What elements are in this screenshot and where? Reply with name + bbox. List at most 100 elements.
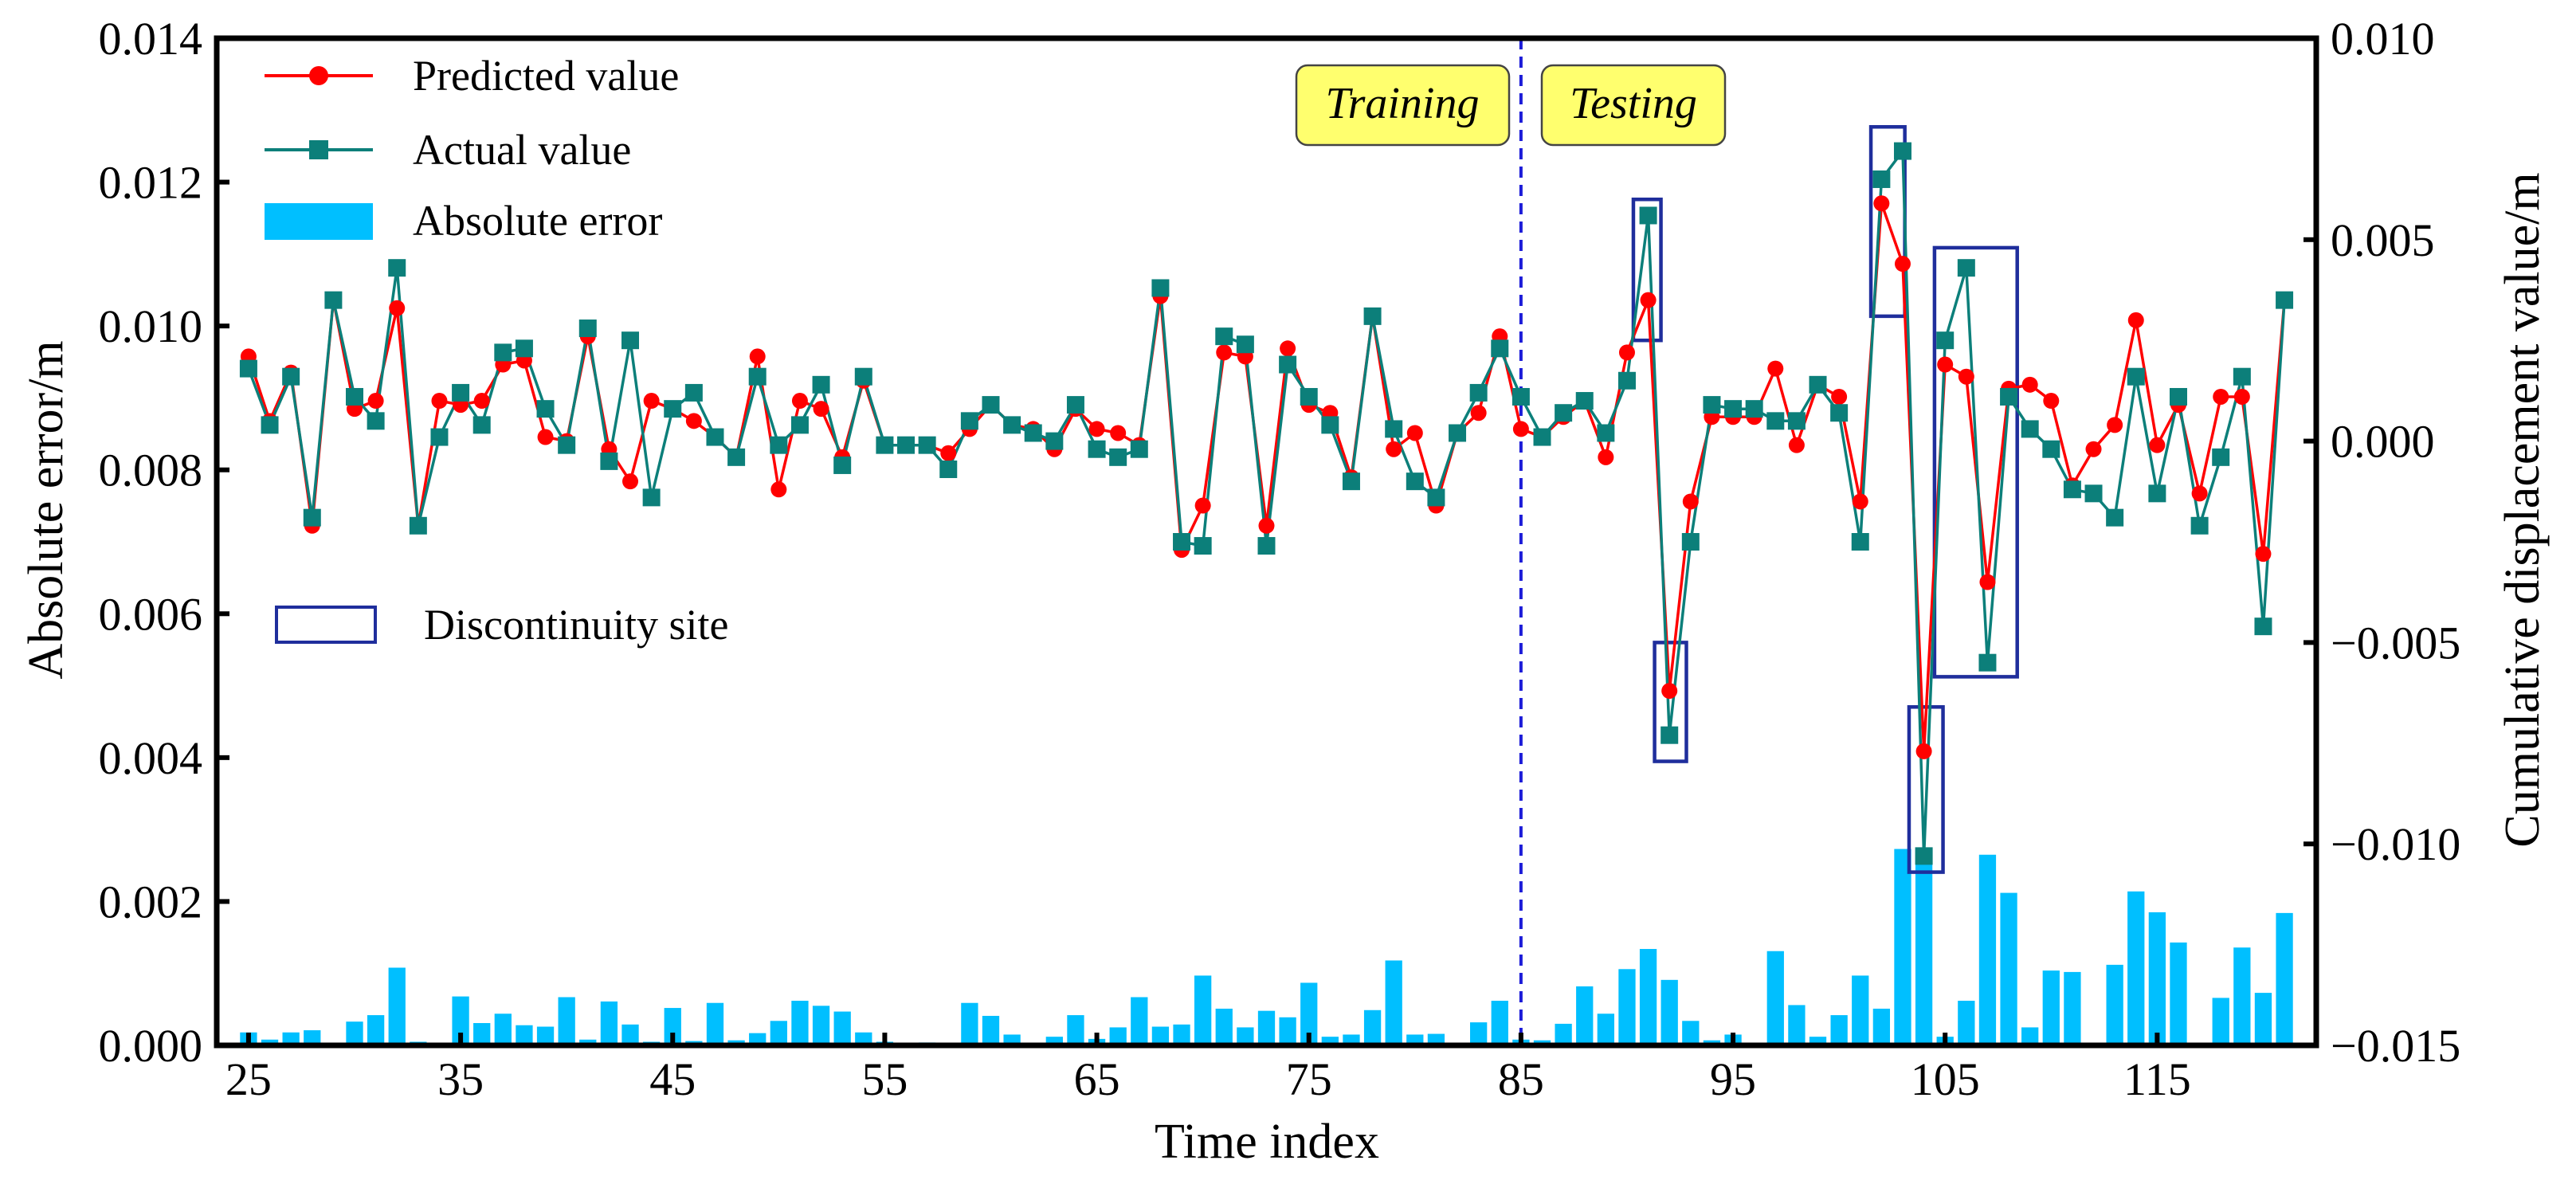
- error-bar: [536, 1026, 555, 1045]
- discontinuity-box: [1653, 641, 1688, 763]
- error-bar: [1894, 849, 1911, 1045]
- actual-point: [600, 452, 618, 470]
- predicted-markers: [240, 195, 2293, 759]
- error-bar: [1809, 1037, 1827, 1045]
- actual-point: [324, 291, 343, 309]
- actual-point: [1936, 331, 1955, 350]
- error-bar: [388, 967, 406, 1045]
- predicted-point: [1386, 441, 1402, 457]
- predicted-point: [1088, 421, 1105, 437]
- actual-point: [388, 259, 406, 277]
- predicted-point: [1682, 493, 1699, 510]
- error-bar: [1830, 1015, 1848, 1045]
- actual-point: [1469, 383, 1488, 402]
- error-bar: [2148, 912, 2166, 1045]
- actual-point: [1703, 396, 1721, 414]
- error-bar: [791, 1001, 809, 1045]
- error-bar: [1639, 949, 1657, 1045]
- error-bar: [2000, 892, 2017, 1045]
- error-bar: [833, 1011, 851, 1045]
- error-bar: [621, 1024, 639, 1045]
- y-right-tick-label: 0.005: [2331, 214, 2435, 266]
- actual-point: [2233, 367, 2251, 386]
- actual-point: [1279, 355, 1297, 374]
- predicted-point: [1258, 517, 1275, 534]
- x-tick-label: 45: [649, 1053, 696, 1105]
- error-bar: [706, 1002, 724, 1045]
- testing-label-box: Testing: [1540, 64, 1727, 147]
- actual-point: [1194, 537, 1212, 555]
- error-bar: [1470, 1022, 1488, 1045]
- actual-point: [1003, 416, 1021, 434]
- error-bar: [2170, 942, 2187, 1045]
- predicted-point: [685, 413, 702, 429]
- predicted-point: [1194, 497, 1211, 514]
- error-bar: [1915, 849, 1933, 1045]
- error-bar: [473, 1023, 491, 1045]
- predicted-point: [367, 393, 384, 410]
- actual-point: [1681, 533, 1700, 551]
- y-right-tick-label: 0.000: [2331, 416, 2435, 468]
- actual-line: [247, 147, 2286, 857]
- error-bar: [812, 1006, 830, 1045]
- predicted-point: [1618, 344, 1635, 361]
- error-bar: [2254, 993, 2272, 1045]
- actual-point: [1724, 400, 1743, 418]
- predicted-point: [2043, 393, 2060, 410]
- error-bar: [1321, 1037, 1339, 1045]
- actual-point: [748, 367, 767, 386]
- error-bar: [1151, 1026, 1170, 1045]
- predicted-point: [1831, 388, 1848, 405]
- predicted-point: [940, 445, 957, 461]
- y-left-tick-label: 0.014: [99, 13, 203, 65]
- error-bar: [1597, 1013, 1615, 1045]
- error-bar: [261, 1039, 279, 1045]
- error-bar: [1872, 1008, 1891, 1045]
- actual-point: [1066, 396, 1084, 414]
- actual-point: [982, 396, 1000, 414]
- error-bar: [2212, 998, 2229, 1045]
- error-bars: [240, 849, 2315, 1045]
- predicted-point: [1661, 683, 1678, 700]
- predicted-point: [1852, 493, 1868, 510]
- error-bar: [1109, 1027, 1127, 1045]
- predicted-point: [1110, 425, 1127, 441]
- actual-point: [2106, 508, 2124, 527]
- error-bar: [664, 1008, 681, 1045]
- actual-point: [2190, 516, 2209, 535]
- x-tick-label: 35: [437, 1053, 484, 1105]
- actual-point: [790, 416, 809, 434]
- actual-point: [1215, 327, 1233, 346]
- predicted-point: [1512, 421, 1529, 437]
- error-bar: [1237, 1027, 1254, 1045]
- error-bar: [982, 1015, 1000, 1045]
- actual-point: [1787, 412, 1806, 430]
- actual-point: [876, 436, 894, 454]
- actual-point: [1173, 533, 1191, 551]
- y-left-tick-label: 0.012: [99, 157, 203, 209]
- actual-point: [578, 320, 597, 338]
- actual-point: [2000, 387, 2018, 406]
- actual-point: [2276, 291, 2294, 309]
- predicted-point: [473, 393, 490, 410]
- actual-point: [1555, 404, 1573, 422]
- y-axis-left-title: Absolute error/m: [19, 340, 73, 679]
- actual-point: [770, 436, 788, 454]
- error-bar: [2276, 912, 2293, 1045]
- y-left-tick-label: 0.000: [99, 1020, 203, 1072]
- actual-point: [2212, 448, 2230, 466]
- predicted-point: [2191, 485, 2208, 502]
- error-bar: [282, 1032, 300, 1045]
- predicted-point: [1894, 256, 1911, 272]
- actual-point: [2148, 484, 2166, 503]
- actual-point: [346, 387, 364, 406]
- legend-actual-label: Actual value: [413, 126, 631, 174]
- actual-point: [1745, 400, 1763, 418]
- predicted-point: [2213, 388, 2229, 405]
- actual-point: [2042, 440, 2060, 458]
- error-bar: [2064, 971, 2081, 1045]
- actual-point: [939, 460, 958, 478]
- actual-point: [1851, 533, 1869, 551]
- actual-point: [1449, 424, 1467, 442]
- error-bar: [516, 1025, 533, 1045]
